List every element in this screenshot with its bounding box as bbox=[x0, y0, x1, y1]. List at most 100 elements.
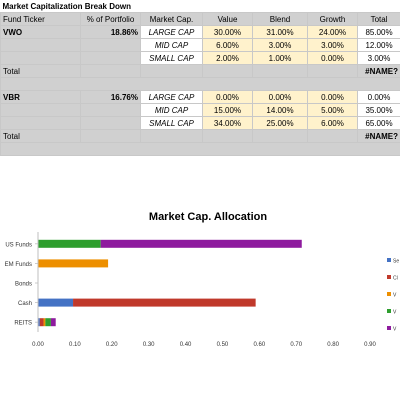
total-cell[interactable]: 35.00% bbox=[356, 103, 400, 117]
blend-cell[interactable]: 31.00% bbox=[252, 25, 308, 39]
empty-cell[interactable] bbox=[202, 64, 253, 78]
value-cell[interactable]: 0.00% bbox=[202, 90, 253, 104]
table-row: SMALL CAP 34.00% 25.00% 6.00% 65.00% bbox=[0, 116, 400, 130]
empty-cell[interactable] bbox=[307, 129, 358, 143]
empty-cell[interactable] bbox=[252, 129, 308, 143]
growth-cell[interactable]: 5.00% bbox=[307, 103, 358, 117]
total-cell[interactable]: 3.00% bbox=[356, 51, 400, 65]
value-cell[interactable]: 2.00% bbox=[202, 51, 253, 65]
bar-segment[interactable] bbox=[38, 259, 109, 268]
category-label: REITS bbox=[14, 321, 32, 327]
percent-portfolio-cell[interactable]: 16.76% bbox=[80, 90, 141, 104]
total-cell[interactable]: 85.00% bbox=[356, 25, 400, 39]
header-value[interactable]: Value bbox=[202, 12, 253, 26]
empty-cell[interactable] bbox=[0, 116, 81, 130]
x-tick-label: 0.20 bbox=[106, 342, 118, 348]
fund-ticker-cell[interactable]: VWO bbox=[0, 25, 81, 39]
bar-segment[interactable] bbox=[38, 298, 74, 307]
legend-label: Se bbox=[393, 259, 399, 265]
bar-segment[interactable] bbox=[39, 318, 44, 327]
blend-cell[interactable]: 14.00% bbox=[252, 103, 308, 117]
chart-title: Market Cap. Allocation bbox=[149, 211, 267, 223]
legend-label: V bbox=[393, 293, 397, 299]
bar-segment[interactable] bbox=[45, 318, 51, 327]
header-percent-portfolio[interactable]: % of Portfolio bbox=[80, 12, 141, 26]
spacer-row bbox=[0, 142, 400, 156]
empty-cell[interactable] bbox=[80, 103, 141, 117]
market-cap-allocation-chart[interactable]: Market Cap. Allocation 0.00 0.10 0.20 0.30 0… bbox=[0, 200, 400, 400]
total-value-cell[interactable]: #NAME? bbox=[356, 129, 400, 143]
market-cap-cell[interactable]: LARGE CAP bbox=[140, 25, 203, 39]
fund-ticker-cell[interactable]: VBR bbox=[0, 90, 81, 104]
x-tick-label: 0.80 bbox=[327, 342, 339, 348]
market-cap-cell[interactable]: MID CAP bbox=[140, 103, 203, 117]
x-axis: 0.00 0.10 0.20 0.30 0.40 0.50 0.60 0.70 0.80 0.90 bbox=[32, 342, 376, 348]
total-cell[interactable]: 65.00% bbox=[356, 116, 400, 130]
empty-cell[interactable] bbox=[80, 38, 141, 52]
market-cap-table: Market Capitalization Break Down Fund Ti… bbox=[0, 0, 400, 156]
empty-cell[interactable] bbox=[140, 64, 203, 78]
empty-cell[interactable] bbox=[0, 103, 81, 117]
legend-label: V bbox=[393, 310, 397, 316]
header-market-cap[interactable]: Market Cap. bbox=[140, 12, 203, 26]
table-row: VBR 16.76% LARGE CAP 0.00% 0.00% 0.00% 0… bbox=[0, 90, 400, 104]
market-cap-cell[interactable]: MID CAP bbox=[140, 38, 203, 52]
bar-segment[interactable] bbox=[73, 298, 256, 307]
category-label: EM Funds bbox=[5, 262, 32, 268]
empty-cell[interactable] bbox=[80, 129, 141, 143]
header-growth[interactable]: Growth bbox=[307, 12, 358, 26]
empty-cell[interactable] bbox=[80, 51, 141, 65]
growth-cell[interactable]: 3.00% bbox=[307, 38, 358, 52]
empty-cell[interactable] bbox=[307, 64, 358, 78]
total-cell[interactable]: 12.00% bbox=[356, 38, 400, 52]
legend-swatch bbox=[387, 258, 391, 262]
bar-segment[interactable] bbox=[38, 318, 40, 327]
blend-cell[interactable]: 25.00% bbox=[252, 116, 308, 130]
empty-cell[interactable] bbox=[0, 51, 81, 65]
x-tick-label: 0.30 bbox=[143, 342, 155, 348]
empty-cell[interactable] bbox=[0, 142, 400, 156]
total-row: Total #NAME? bbox=[0, 129, 400, 143]
empty-cell[interactable] bbox=[80, 116, 141, 130]
value-cell[interactable]: 15.00% bbox=[202, 103, 253, 117]
percent-portfolio-cell[interactable]: 18.86% bbox=[80, 25, 141, 39]
bar-segment[interactable] bbox=[43, 318, 46, 327]
blend-cell[interactable]: 3.00% bbox=[252, 38, 308, 52]
growth-cell[interactable]: 24.00% bbox=[307, 25, 358, 39]
bar-segment[interactable] bbox=[100, 239, 302, 248]
empty-cell[interactable] bbox=[0, 38, 81, 52]
empty-cell[interactable] bbox=[0, 77, 400, 91]
market-cap-cell[interactable]: SMALL CAP bbox=[140, 116, 203, 130]
value-cell[interactable]: 30.00% bbox=[202, 25, 253, 39]
growth-cell[interactable]: 0.00% bbox=[307, 90, 358, 104]
header-blend[interactable]: Blend bbox=[252, 12, 308, 26]
y-axis: US Funds EM Funds Bonds Cash REITS bbox=[5, 232, 39, 332]
table-row: VWO 18.86% LARGE CAP 30.00% 31.00% 24.00… bbox=[0, 25, 400, 39]
spreadsheet: Market Capitalization Break Down Fund Ti… bbox=[0, 0, 400, 156]
x-tick-label: 0.70 bbox=[290, 342, 302, 348]
bar-segment[interactable] bbox=[38, 239, 101, 248]
market-cap-cell[interactable]: LARGE CAP bbox=[140, 90, 203, 104]
blend-cell[interactable]: 1.00% bbox=[252, 51, 308, 65]
total-value-cell[interactable]: #NAME? bbox=[356, 64, 400, 78]
bar-segment[interactable] bbox=[50, 318, 56, 327]
header-fund-ticker[interactable]: Fund Ticker bbox=[0, 12, 81, 26]
empty-cell[interactable] bbox=[252, 64, 308, 78]
value-cell[interactable]: 6.00% bbox=[202, 38, 253, 52]
legend-swatch bbox=[387, 275, 391, 279]
empty-cell[interactable] bbox=[202, 129, 253, 143]
category-label: Bonds bbox=[15, 282, 32, 288]
market-cap-cell[interactable]: SMALL CAP bbox=[140, 51, 203, 65]
total-label[interactable]: Total bbox=[0, 64, 81, 78]
growth-cell[interactable]: 0.00% bbox=[307, 51, 358, 65]
chart-legend[interactable]: Se Cl V V V bbox=[387, 258, 399, 333]
total-label[interactable]: Total bbox=[0, 129, 81, 143]
total-cell[interactable]: 0.00% bbox=[356, 90, 400, 104]
growth-cell[interactable]: 6.00% bbox=[307, 116, 358, 130]
empty-cell[interactable] bbox=[80, 64, 141, 78]
value-cell[interactable]: 34.00% bbox=[202, 116, 253, 130]
header-total[interactable]: Total bbox=[356, 12, 400, 26]
blend-cell[interactable]: 0.00% bbox=[252, 90, 308, 104]
empty-cell[interactable] bbox=[140, 129, 203, 143]
x-tick-label: 0.50 bbox=[217, 342, 229, 348]
